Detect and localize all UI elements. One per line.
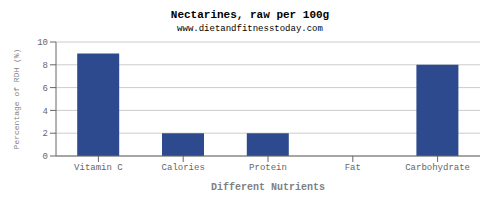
svg-text:Carbohydrate: Carbohydrate xyxy=(405,163,470,173)
svg-text:6: 6 xyxy=(43,84,48,94)
svg-text:Percentage of RDH (%): Percentage of RDH (%) xyxy=(12,49,21,150)
html-text:www.dietandfitnesstoday.com: www.dietandfitnesstoday.com xyxy=(177,24,323,34)
html-text:Nectarines, raw per 100g: Nectarines, raw per 100g xyxy=(170,9,330,21)
svg-text:Protein: Protein xyxy=(249,163,287,173)
svg-text:10: 10 xyxy=(37,38,48,48)
svg-text:4: 4 xyxy=(43,107,48,117)
svg-text:Vitamin C: Vitamin C xyxy=(74,163,123,173)
svg-text:0: 0 xyxy=(43,152,48,162)
svg-text:Fat: Fat xyxy=(345,163,361,173)
svg-text:8: 8 xyxy=(43,61,48,71)
svg-text:2: 2 xyxy=(43,129,48,139)
svg-text:Calories: Calories xyxy=(162,163,205,173)
svg-text:Different Nutrients: Different Nutrients xyxy=(211,182,325,192)
